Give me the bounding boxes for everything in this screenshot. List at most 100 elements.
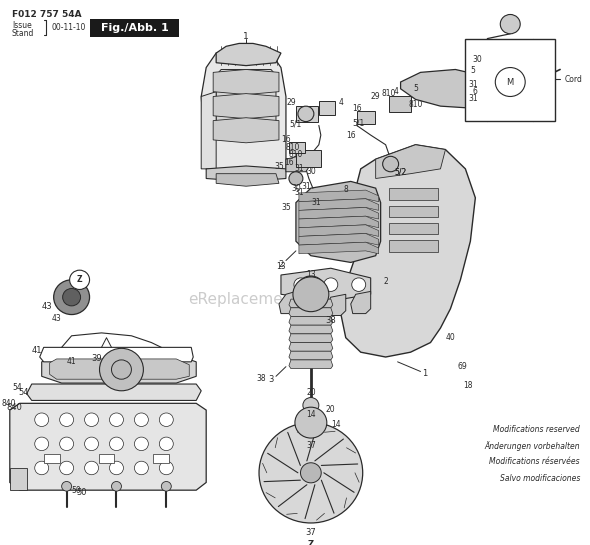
Text: Modifications réservées: Modifications réservées xyxy=(490,457,580,467)
Polygon shape xyxy=(213,118,279,143)
Text: 3: 3 xyxy=(268,375,274,384)
Polygon shape xyxy=(326,294,346,316)
Circle shape xyxy=(84,461,99,475)
Circle shape xyxy=(110,413,123,427)
Circle shape xyxy=(299,532,323,545)
Text: 810: 810 xyxy=(286,143,300,152)
Bar xyxy=(389,188,438,199)
Polygon shape xyxy=(201,49,286,181)
Circle shape xyxy=(60,461,74,475)
Text: 54: 54 xyxy=(12,383,22,392)
Polygon shape xyxy=(201,92,216,169)
Polygon shape xyxy=(350,292,371,313)
Circle shape xyxy=(383,156,399,172)
Text: Cord: Cord xyxy=(565,75,583,83)
Text: 2: 2 xyxy=(278,260,284,269)
Circle shape xyxy=(84,413,99,427)
Circle shape xyxy=(112,360,132,379)
Polygon shape xyxy=(286,154,311,172)
Text: 810: 810 xyxy=(289,150,303,159)
Text: Modifications reserved: Modifications reserved xyxy=(493,425,580,434)
Circle shape xyxy=(303,397,319,413)
Text: 4: 4 xyxy=(338,98,343,107)
Text: 13: 13 xyxy=(276,262,286,271)
Bar xyxy=(296,106,318,122)
Text: 30: 30 xyxy=(291,184,301,192)
Text: Z: Z xyxy=(77,275,83,284)
Text: 30: 30 xyxy=(473,56,482,64)
Polygon shape xyxy=(216,69,276,140)
Circle shape xyxy=(61,481,71,491)
Text: 5: 5 xyxy=(470,66,475,75)
Bar xyxy=(466,39,555,120)
Bar xyxy=(90,19,179,37)
Circle shape xyxy=(60,413,74,427)
Circle shape xyxy=(293,277,329,312)
Circle shape xyxy=(70,270,90,289)
Text: 43: 43 xyxy=(52,314,61,323)
Text: 38: 38 xyxy=(326,316,336,325)
Text: 6: 6 xyxy=(507,92,513,101)
Circle shape xyxy=(54,280,90,314)
Text: 00-11-10: 00-11-10 xyxy=(52,22,86,32)
Polygon shape xyxy=(299,233,379,245)
Text: Issue: Issue xyxy=(12,21,31,30)
Bar xyxy=(319,101,335,115)
Text: 2: 2 xyxy=(384,277,388,286)
Polygon shape xyxy=(299,190,379,202)
Circle shape xyxy=(159,437,173,451)
Polygon shape xyxy=(216,44,281,65)
Text: 16: 16 xyxy=(281,135,291,144)
Text: 31: 31 xyxy=(468,94,478,103)
Circle shape xyxy=(60,437,74,451)
Polygon shape xyxy=(401,69,495,108)
Text: 35: 35 xyxy=(281,203,291,212)
Text: 18: 18 xyxy=(464,382,473,390)
Text: 5: 5 xyxy=(546,54,550,63)
Text: 39: 39 xyxy=(91,354,102,364)
Circle shape xyxy=(297,276,325,303)
Text: 31: 31 xyxy=(294,165,304,173)
Bar xyxy=(357,111,375,124)
Text: 31: 31 xyxy=(301,181,311,191)
Text: Z: Z xyxy=(308,540,314,545)
Bar xyxy=(389,223,438,234)
Circle shape xyxy=(135,413,148,427)
Circle shape xyxy=(495,68,525,96)
Polygon shape xyxy=(299,216,379,228)
Text: 41: 41 xyxy=(67,358,77,366)
Bar xyxy=(99,453,114,463)
Text: 35: 35 xyxy=(274,162,284,172)
Bar xyxy=(289,142,305,154)
Circle shape xyxy=(110,437,123,451)
Circle shape xyxy=(295,407,327,438)
Text: 16: 16 xyxy=(284,158,294,167)
Circle shape xyxy=(135,461,148,475)
Polygon shape xyxy=(289,317,333,325)
Circle shape xyxy=(100,348,143,391)
Circle shape xyxy=(298,106,314,122)
Text: Salvo modificaciones: Salvo modificaciones xyxy=(500,474,580,483)
Bar xyxy=(389,96,411,112)
Text: 6: 6 xyxy=(473,87,478,96)
Text: eReplacementParts.com: eReplacementParts.com xyxy=(188,292,374,307)
Text: 38: 38 xyxy=(256,374,266,383)
Circle shape xyxy=(63,288,81,306)
Text: 20: 20 xyxy=(326,404,336,414)
Circle shape xyxy=(161,481,171,491)
Circle shape xyxy=(35,413,49,427)
Text: 50: 50 xyxy=(76,488,87,496)
Text: 31: 31 xyxy=(311,198,320,207)
Circle shape xyxy=(300,463,321,483)
Bar xyxy=(389,240,438,252)
Text: 54: 54 xyxy=(18,388,29,397)
Text: 16: 16 xyxy=(346,131,356,140)
Text: 29: 29 xyxy=(371,92,381,101)
Text: 13: 13 xyxy=(306,270,316,280)
Text: 14: 14 xyxy=(331,420,340,429)
Text: 1: 1 xyxy=(243,32,249,41)
Polygon shape xyxy=(10,468,27,490)
Bar xyxy=(153,453,169,463)
Circle shape xyxy=(259,422,363,523)
Text: 40: 40 xyxy=(445,333,455,342)
